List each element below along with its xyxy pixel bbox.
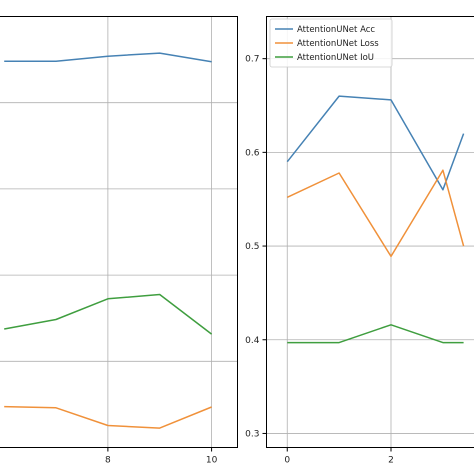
left-x-tick-label: 8 <box>105 456 111 466</box>
left-series-loss <box>4 405 212 429</box>
right-x-tick-label: 2 <box>388 456 394 466</box>
right-y-tick-label: 0.6 <box>245 148 260 158</box>
right-series-lines <box>286 95 465 344</box>
right-y-tick-label: 0.3 <box>245 429 259 439</box>
right-grid <box>266 16 474 448</box>
left-series-lines <box>4 52 213 429</box>
legend-label-iou: AttentionUNet IoU <box>297 53 374 63</box>
legend-label-acc: AttentionUNet Acc <box>297 25 375 35</box>
left-series-acc <box>4 52 212 63</box>
right-y-ticks: 0.3 0.4 0.5 0.6 0.7 <box>245 55 267 439</box>
legend: AttentionUNet Acc AttentionUNet Loss Att… <box>269 18 393 68</box>
right-y-tick-label: 0.5 <box>245 242 259 252</box>
right-series-acc <box>286 95 465 191</box>
right-y-tick-label: 0.7 <box>245 55 259 65</box>
right-y-tick-label: 0.4 <box>245 336 260 346</box>
left-grid <box>0 16 238 448</box>
left-x-tick-label: 10 <box>206 456 218 466</box>
right-series-iou <box>287 324 464 344</box>
left-plot: 8 10 <box>0 16 238 466</box>
left-x-ticks: 8 10 <box>105 447 218 466</box>
right-x-tick-label: 0 <box>284 456 290 466</box>
legend-label-loss: AttentionUNet Loss <box>297 39 379 49</box>
legend-box <box>269 18 393 68</box>
right-series-loss <box>286 169 465 258</box>
left-series-iou <box>4 293 213 335</box>
